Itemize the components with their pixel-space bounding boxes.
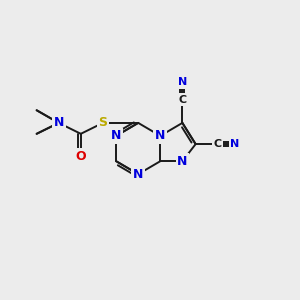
Text: N: N <box>133 168 143 181</box>
Text: N: N <box>155 129 166 142</box>
Text: C: C <box>178 95 187 105</box>
Text: N: N <box>53 116 64 129</box>
Text: O: O <box>76 150 86 163</box>
Text: C: C <box>214 139 222 149</box>
Text: S: S <box>98 116 107 129</box>
Text: N: N <box>230 139 239 149</box>
Text: N: N <box>177 155 188 168</box>
Text: N: N <box>111 129 121 142</box>
Text: N: N <box>178 77 187 87</box>
